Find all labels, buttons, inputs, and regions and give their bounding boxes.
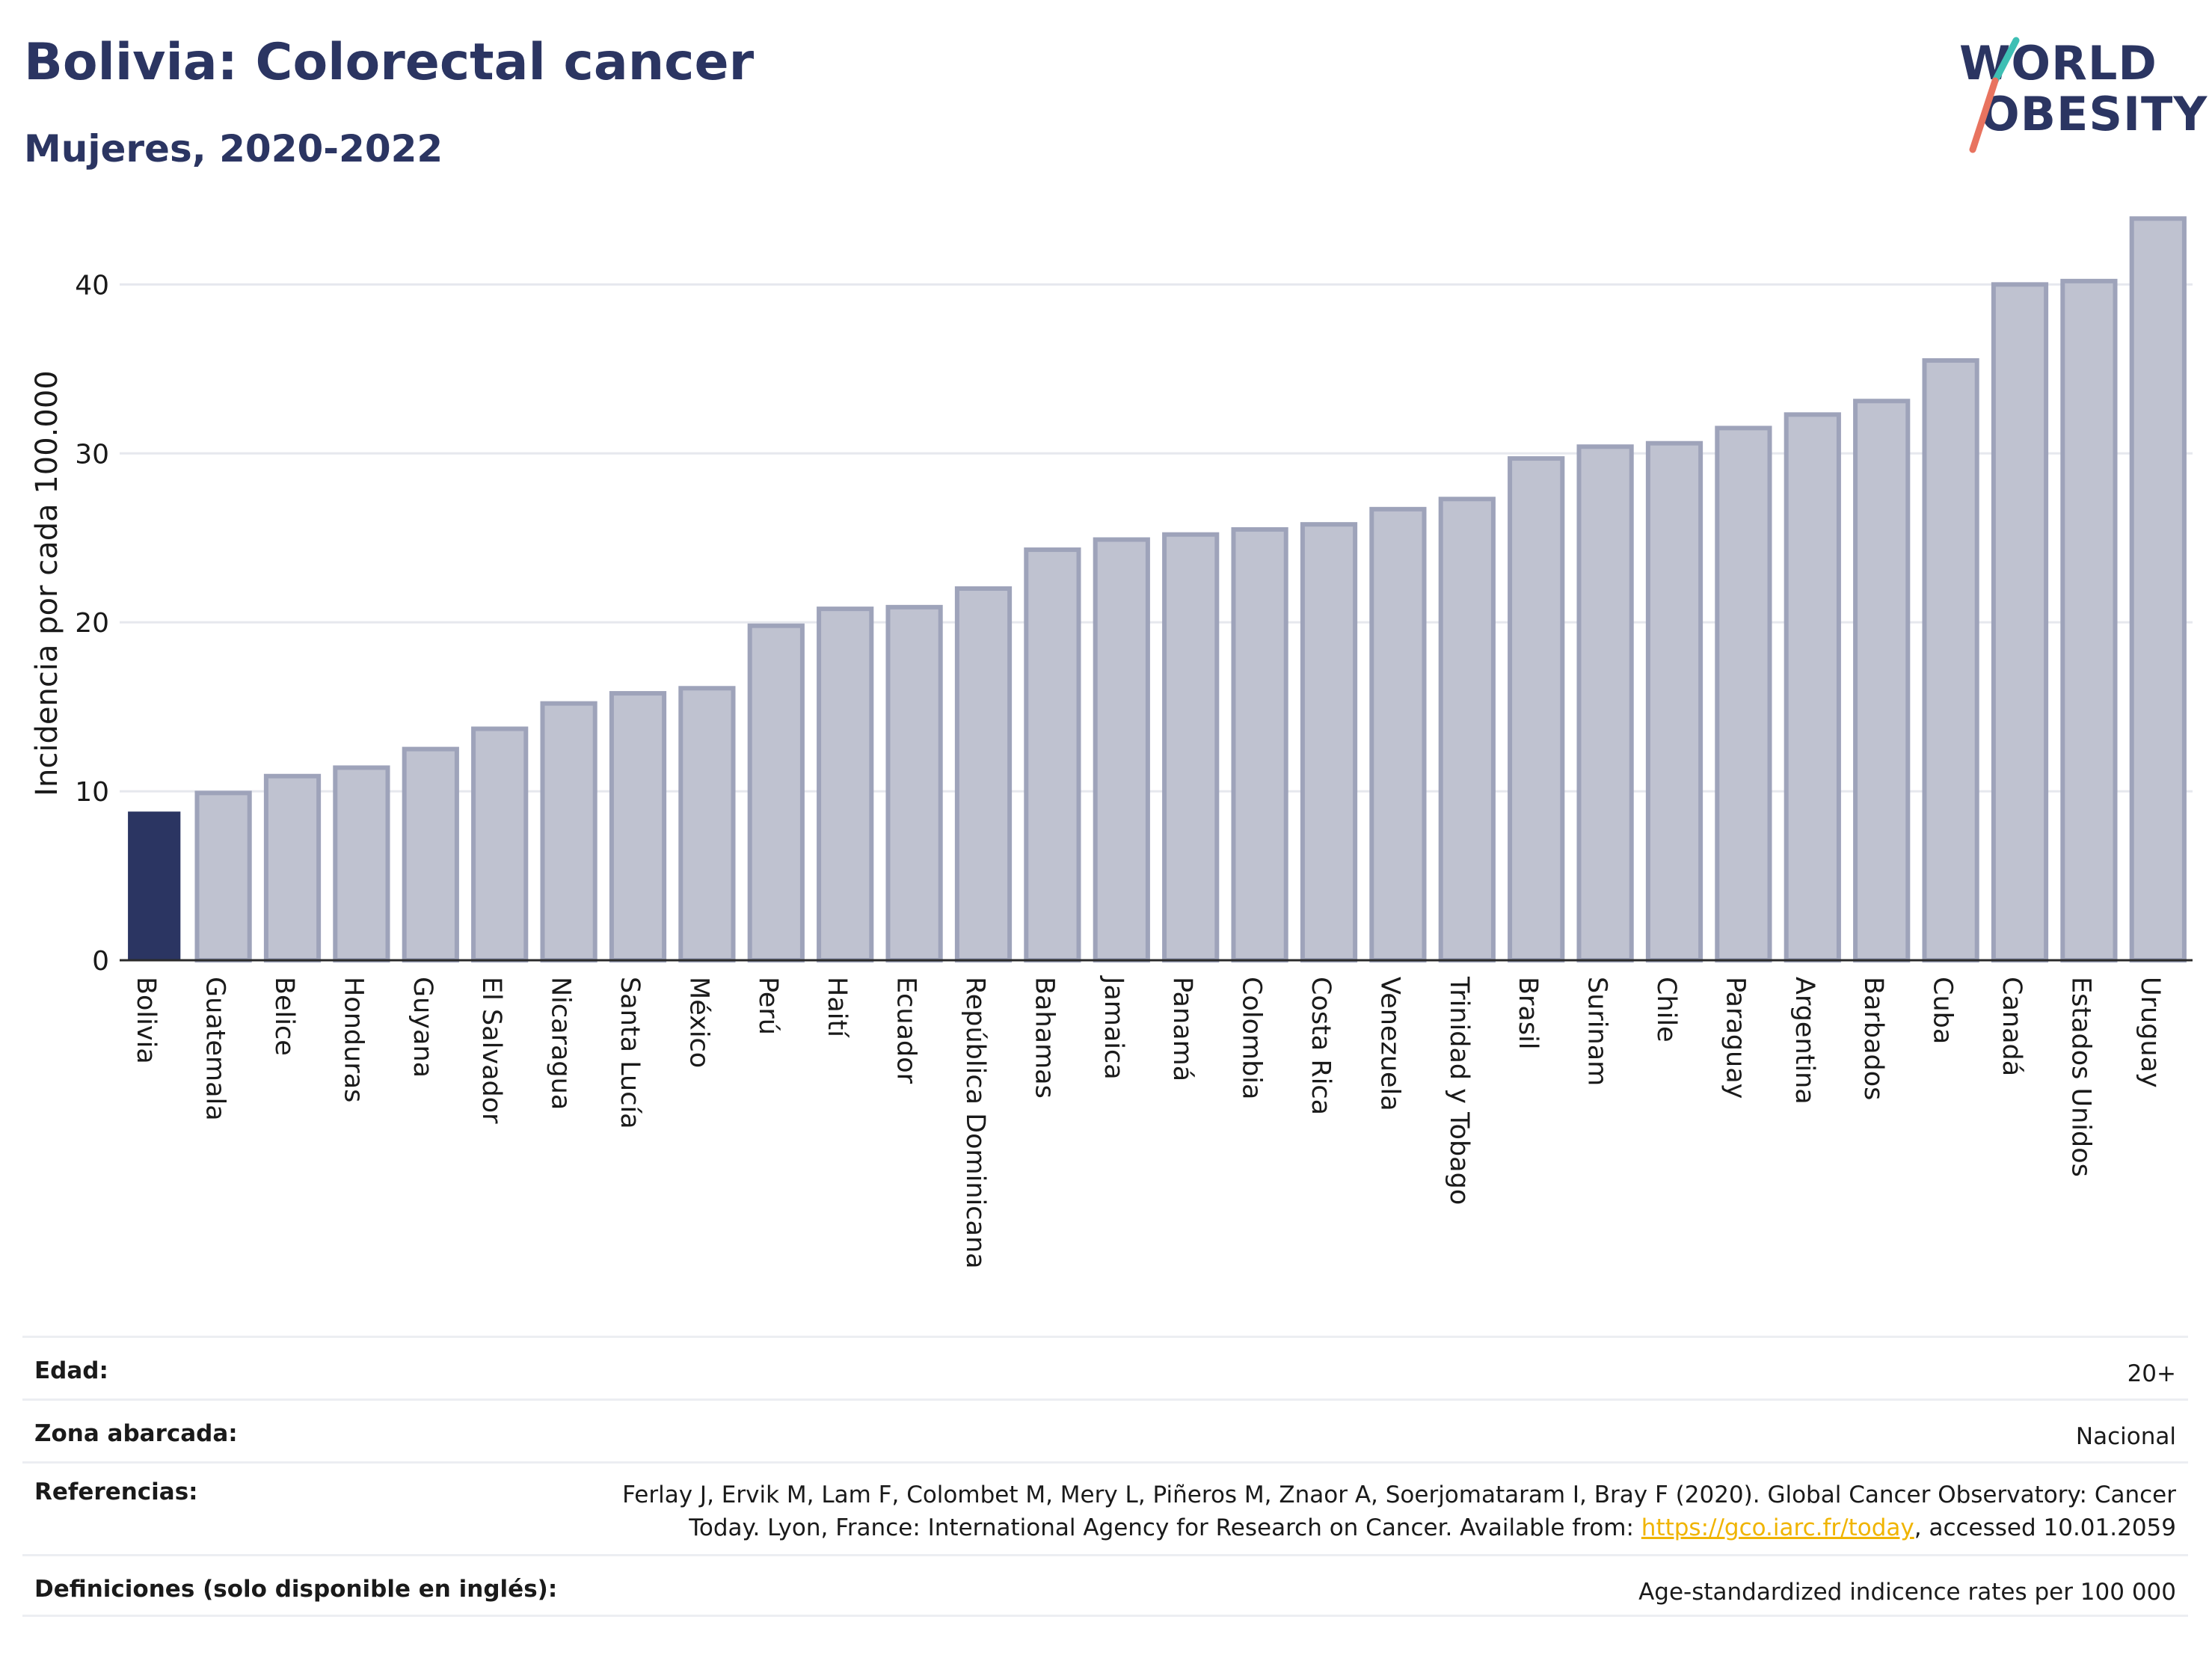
world-obesity-logo: WORLD OBESITY xyxy=(1944,22,2207,157)
info-row-edad: Edad: 20+ xyxy=(22,1336,2188,1398)
chart-subtitle: Mujeres, 2020-2022 xyxy=(24,127,443,171)
x-tick-label: Haití xyxy=(822,977,852,1038)
bar-bolivia xyxy=(128,811,181,960)
bar-cuba xyxy=(1922,358,1979,963)
x-tick-label: Paraguay xyxy=(1720,977,1750,1099)
x-tick-label: Honduras xyxy=(338,977,368,1102)
x-tick-label: Barbados xyxy=(1858,977,1888,1100)
bar-uruguay xyxy=(2129,216,2187,962)
info-row-referencias: Referencias: Ferlay J, Ervik M, Lam F, C… xyxy=(22,1461,2188,1554)
y-tick-labels: 0 10 20 30 40 xyxy=(75,270,109,977)
x-tick-label: Trinidad y Tobago xyxy=(1444,976,1474,1205)
bar-república-dominicana xyxy=(954,586,1013,962)
bar-canadá xyxy=(1991,282,2049,962)
bar-santa-lucía xyxy=(609,691,667,963)
x-tick-label: Argentina xyxy=(1789,977,1819,1105)
bar-barbados xyxy=(1853,399,1911,962)
bar-haití xyxy=(817,607,874,962)
y-tick-label: 0 xyxy=(92,946,109,977)
x-tick-label: Jamaica xyxy=(1099,975,1128,1080)
logo-line-2: OBESITY xyxy=(1980,87,2208,141)
x-tick-label: México xyxy=(683,977,713,1068)
y-axis-label: Incidencia por cada 100.000 xyxy=(30,370,64,796)
bar-estados-unidos xyxy=(2060,278,2118,962)
x-tick-label: Bahamas xyxy=(1029,977,1059,1099)
bars xyxy=(128,216,2187,963)
x-tick-label: Uruguay xyxy=(2135,977,2165,1088)
info-row-zona: Zona abarcada: Nacional xyxy=(22,1398,2188,1461)
info-row-definiciones: Definiciones (solo disponible en inglés)… xyxy=(22,1554,2188,1617)
ref-text-1: Ferlay J, Ervik M, Lam F, Colombet M, Me… xyxy=(622,1481,2176,1508)
x-tick-label: Estados Unidos xyxy=(2065,977,2095,1177)
y-tick-label: 10 xyxy=(75,777,109,808)
bar-venezuela xyxy=(1369,506,1427,962)
x-tick-label: República Dominicana xyxy=(960,977,990,1269)
bar-panamá xyxy=(1162,532,1220,962)
x-tick-label: Perú xyxy=(753,977,783,1035)
y-tick-label: 30 xyxy=(75,439,109,470)
x-tick-label: Venezuela xyxy=(1374,977,1404,1111)
x-tick-label: Nicaragua xyxy=(546,977,576,1110)
bar-guatemala xyxy=(194,790,252,962)
bar-paraguay xyxy=(1715,426,1772,962)
bar-guyana xyxy=(402,746,459,962)
x-tick-label: Surinam xyxy=(1582,977,1612,1086)
x-tick-label: Cuba xyxy=(1928,977,1958,1044)
y-tick-label: 20 xyxy=(75,608,109,639)
bar-costa-rica xyxy=(1300,522,1358,962)
x-tick-label: Colombia xyxy=(1237,977,1267,1099)
ref-text-2: Today. Lyon, France: International Agenc… xyxy=(689,1514,1641,1541)
zona-label: Zona abarcada: xyxy=(34,1420,238,1447)
bar-méxico xyxy=(678,686,736,962)
info-table: Edad: 20+ Zona abarcada: Nacional Refere… xyxy=(22,1336,2188,1617)
x-tick-label: Costa Rica xyxy=(1306,977,1336,1115)
x-tick-label: Bolivia xyxy=(131,977,161,1064)
x-tick-label: El Salvador xyxy=(476,977,506,1124)
ref-text-3: , accessed 10.01.2059 xyxy=(1914,1514,2176,1541)
x-tick-label: Panamá xyxy=(1167,977,1197,1081)
bar-bahamas xyxy=(1024,547,1081,962)
bar-ecuador xyxy=(885,604,943,962)
bar-chile xyxy=(1645,440,1703,962)
chart-title: Bolivia: Colorectal cancer xyxy=(24,33,755,92)
x-tick-label: Guatemala xyxy=(200,977,230,1121)
referencias-label: Referencias: xyxy=(34,1479,198,1505)
edad-value: 20+ xyxy=(2127,1360,2176,1387)
bar-el-salvador xyxy=(471,726,529,962)
x-tick-label: Guyana xyxy=(408,977,437,1078)
bar-colombia xyxy=(1231,526,1288,962)
bar-jamaica xyxy=(1093,537,1150,962)
bar-argentina xyxy=(1784,412,1841,962)
bar-belice xyxy=(263,773,322,962)
x-tick-label: Ecuador xyxy=(891,977,921,1084)
edad-label: Edad: xyxy=(34,1357,108,1384)
y-tick-label: 40 xyxy=(75,270,109,301)
bar-perú xyxy=(747,623,805,962)
ref-link[interactable]: https://gco.iarc.fr/today xyxy=(1641,1514,1914,1541)
x-tick-labels: Bolivia Guatemala Belice Honduras Guyana El S… xyxy=(131,975,2165,1269)
zona-value: Nacional xyxy=(2075,1423,2176,1450)
referencias-value: Ferlay J, Ervik M, Lam F, Colombet M, Me… xyxy=(622,1479,2176,1544)
bar-trinidad-y-tobago xyxy=(1438,497,1496,962)
x-tick-label: Brasil xyxy=(1513,977,1543,1050)
bar-honduras xyxy=(333,765,390,962)
definiciones-value: Age-standardized indicence rates per 100… xyxy=(1638,1579,2176,1606)
grid-lines xyxy=(120,283,2193,793)
x-tick-label: Belice xyxy=(269,977,299,1056)
bar-chart: 0 10 20 30 40 Bolivia Guatemala Belice Honduras… xyxy=(30,216,2193,1269)
x-tick-label: Santa Lucía xyxy=(615,977,645,1129)
definiciones-label: Definiciones (solo disponible en inglés)… xyxy=(34,1576,558,1603)
x-tick-label: Canadá xyxy=(1997,977,2027,1076)
bar-surinam xyxy=(1576,444,1634,962)
bar-nicaragua xyxy=(540,701,597,962)
logo-slash-icon xyxy=(1969,37,2020,153)
x-tick-label: Chile xyxy=(1651,977,1681,1043)
bar-brasil xyxy=(1508,456,1565,962)
